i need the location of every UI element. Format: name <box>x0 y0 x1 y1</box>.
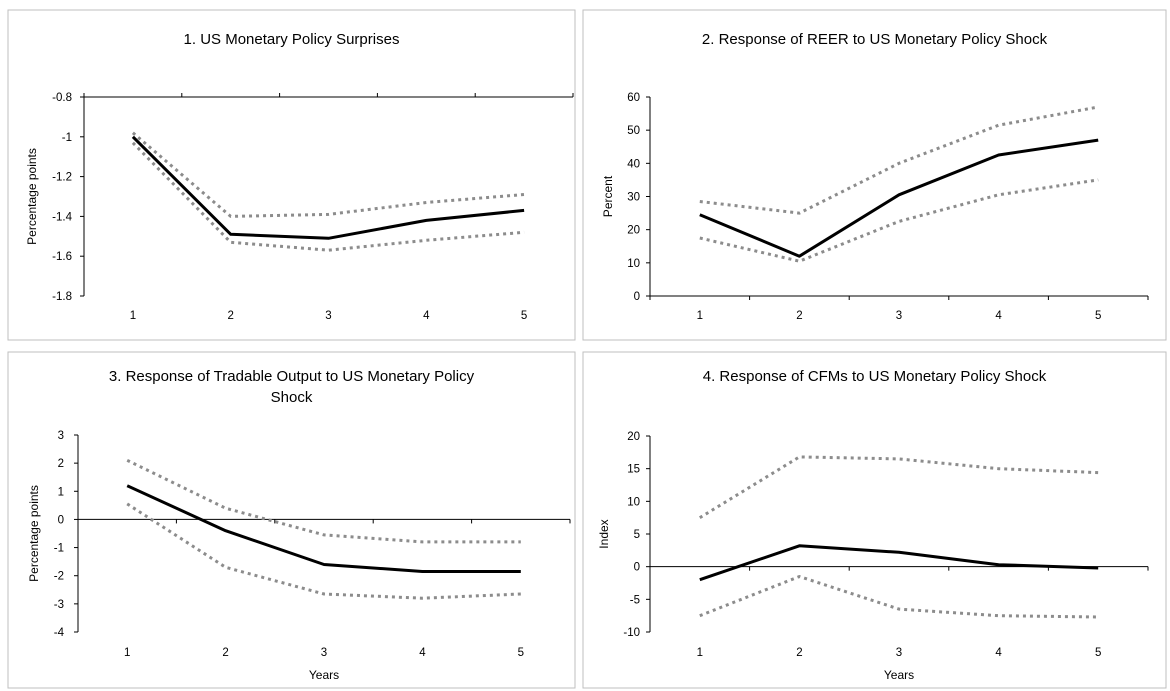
y-tick-label: -4 <box>54 627 65 639</box>
x-axis-label: Years <box>309 668 339 682</box>
x-tick-label: 4 <box>423 310 430 322</box>
y-tick-label: -1.4 <box>52 211 72 223</box>
x-tick-label: 4 <box>995 310 1002 322</box>
y-axis-label: Percentage points <box>27 485 41 582</box>
y-tick-label: 1 <box>58 486 64 498</box>
series-line-estimate <box>126 484 521 573</box>
y-axis-label: Percentage points <box>25 148 39 245</box>
chart-title: Shock <box>271 389 313 406</box>
y-tick-label: 0 <box>58 514 64 526</box>
y-tick-label: -2 <box>54 571 64 583</box>
y-tick-label: -1 <box>62 132 72 144</box>
y-tick-label: -1.6 <box>52 251 72 263</box>
panel-frame <box>7 351 576 689</box>
y-tick-label: 20 <box>627 431 640 443</box>
series-line-lower-band <box>131 141 525 252</box>
series-line-estimate <box>699 544 1099 582</box>
y-tick-label: -5 <box>630 594 640 606</box>
y-tick-label: 30 <box>627 192 640 204</box>
x-tick-label: 3 <box>896 310 902 322</box>
y-tick-label: 50 <box>627 125 640 137</box>
x-axis-label: Years <box>884 668 914 682</box>
y-tick-label: 10 <box>627 258 640 270</box>
x-tick-label: 3 <box>325 310 331 322</box>
series-line-lower-band <box>126 502 521 600</box>
x-tick-label: 4 <box>419 647 426 659</box>
y-tick-label: -1 <box>54 543 64 555</box>
x-tick-label: 2 <box>796 310 802 322</box>
chart-title: 1. US Monetary Policy Surprises <box>184 31 400 48</box>
y-tick-label: 20 <box>627 225 640 237</box>
y-tick-label: -0.8 <box>52 92 72 104</box>
panel-2-reer-response: 2. Response of REER to US Monetary Polic… <box>582 9 1167 341</box>
series-line-estimate <box>131 135 525 240</box>
panel-frame <box>7 9 576 341</box>
series-line-upper-band <box>126 458 521 544</box>
y-tick-label: 10 <box>627 496 640 508</box>
y-tick-label: -1.2 <box>52 172 72 184</box>
series-line-upper-band <box>699 105 1099 215</box>
x-tick-label: 1 <box>697 310 703 322</box>
y-tick-label: 15 <box>627 464 640 476</box>
x-tick-label: 5 <box>1095 647 1101 659</box>
x-tick-label: 1 <box>697 647 703 659</box>
y-tick-label: 2 <box>58 458 64 470</box>
panel-4-cfm-response: 4. Response of CFMs to US Monetary Polic… <box>582 351 1167 689</box>
y-tick-label: -3 <box>54 599 64 611</box>
x-tick-label: 5 <box>521 310 527 322</box>
y-tick-label: 5 <box>634 529 640 541</box>
panel-frame <box>582 9 1167 341</box>
panel-3-tradable-output-response: 3. Response of Tradable Output to US Mon… <box>7 351 576 689</box>
x-tick-label: 3 <box>896 647 902 659</box>
chart-title: 2. Response of REER to US Monetary Polic… <box>702 31 1048 48</box>
x-tick-label: 2 <box>796 647 802 659</box>
y-tick-label: 0 <box>634 562 640 574</box>
series-line-estimate <box>699 138 1099 258</box>
y-tick-label: 40 <box>627 158 640 170</box>
y-tick-label: 60 <box>627 92 640 104</box>
x-tick-label: 4 <box>995 647 1002 659</box>
series-line-lower-band <box>699 575 1099 619</box>
y-tick-label: 3 <box>58 430 64 442</box>
x-tick-label: 5 <box>1095 310 1101 322</box>
series-line-upper-band <box>131 131 525 218</box>
x-tick-label: 5 <box>518 647 524 659</box>
chart-title: 4. Response of CFMs to US Monetary Polic… <box>703 368 1047 385</box>
chart-title: 3. Response of Tradable Output to US Mon… <box>109 368 475 385</box>
panel-1-monetary-policy-surprises: 1. US Monetary Policy Surprises -0.8 -1 -1.… <box>7 9 576 341</box>
panel-frame <box>582 351 1167 689</box>
y-tick-label: -10 <box>623 627 640 639</box>
x-tick-label: 2 <box>227 310 233 322</box>
y-axis-label: Index <box>597 519 611 548</box>
y-tick-label: -1.8 <box>52 291 72 303</box>
x-tick-label: 3 <box>321 647 327 659</box>
x-tick-label: 2 <box>222 647 228 659</box>
series-line-upper-band <box>699 455 1099 519</box>
y-tick-label: 0 <box>634 291 640 303</box>
y-axis-label: Percent <box>601 175 615 217</box>
x-tick-label: 1 <box>130 310 136 322</box>
x-tick-label: 1 <box>124 647 130 659</box>
